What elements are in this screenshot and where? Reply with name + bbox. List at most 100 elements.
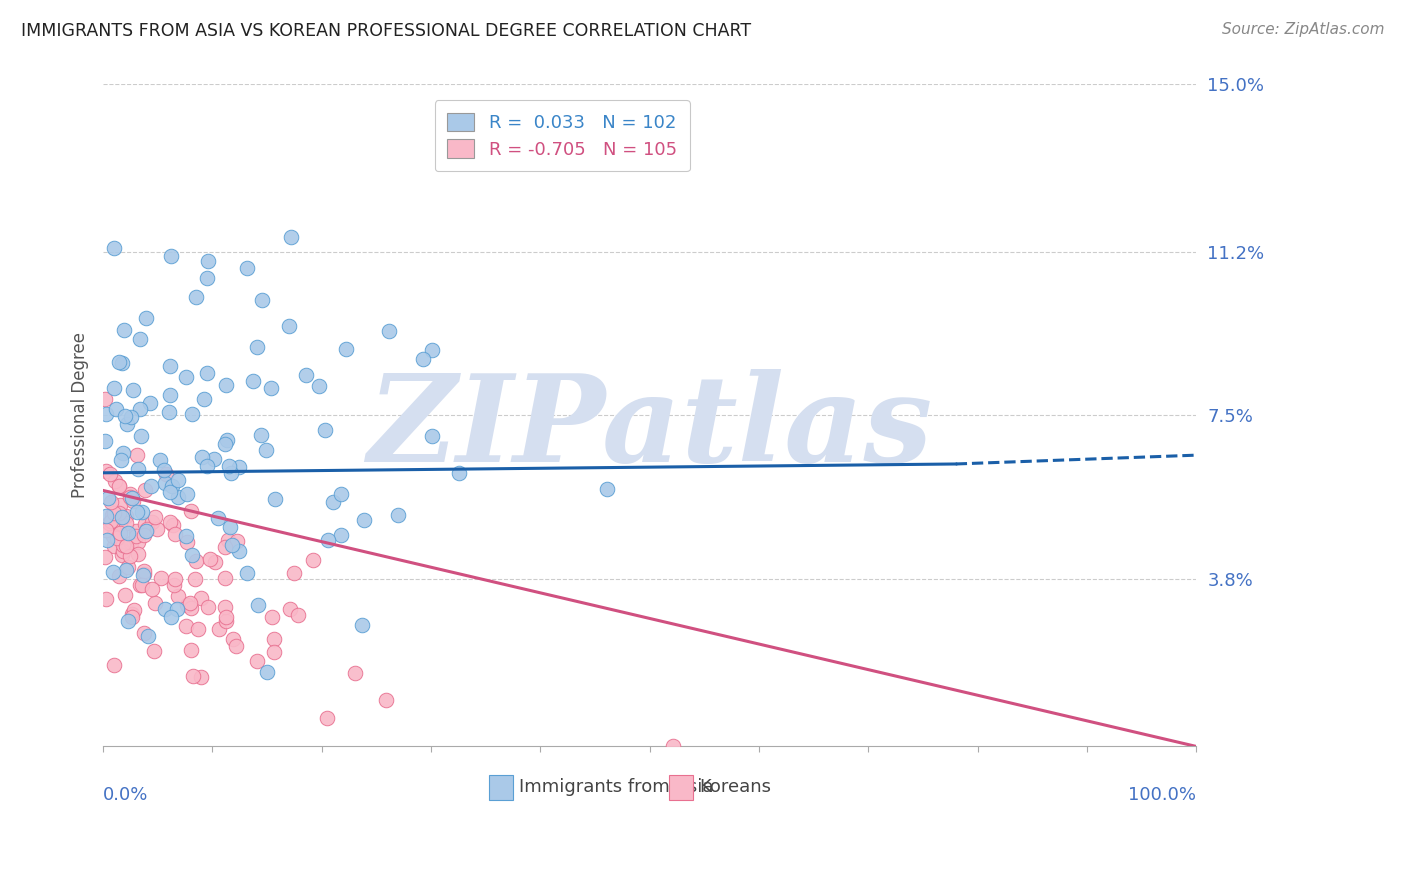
Point [122,494,145,508]
Point [112,543,135,558]
Point [94,392,117,406]
Point [108,479,131,493]
Point [103,539,125,553]
Point [108,506,131,520]
Text: Source: ZipAtlas.com: Source: ZipAtlas.com [1222,22,1385,37]
Point [353,513,375,527]
Point [117,417,139,431]
Point [125,529,148,543]
Point [214,540,236,554]
Point [191,450,214,465]
Point [96,523,118,537]
Point [180,504,202,518]
Point [162,518,184,533]
Point [100,508,122,522]
Point [159,485,181,500]
Point [316,533,339,548]
Point [135,523,157,537]
Point [114,509,136,524]
Point [160,249,183,263]
Point [120,409,142,424]
Point [387,508,409,522]
Point [114,564,136,578]
Point [202,451,225,466]
Point [103,241,125,255]
Point [129,332,152,346]
Point [184,290,207,304]
Point [136,629,159,643]
Point [180,601,202,615]
Point [420,429,443,443]
Point [132,568,155,582]
Point [186,553,208,567]
Point [215,610,238,624]
Point [308,378,330,392]
Point [197,253,219,268]
Point [242,375,264,389]
Point [250,428,273,442]
Point [278,602,301,616]
Point [101,565,124,579]
Point [277,318,299,333]
Point [153,601,176,615]
Point [661,739,683,754]
Point [117,559,139,574]
Text: IMMIGRANTS FROM ASIA VS KOREAN PROFESSIONAL DEGREE CORRELATION CHART: IMMIGRANTS FROM ASIA VS KOREAN PROFESSIO… [21,22,751,40]
Point [115,539,138,553]
Point [181,548,204,562]
Point [121,383,143,397]
Point [134,483,156,497]
Point [167,589,190,603]
Point [159,388,181,402]
Point [146,522,169,536]
Point [112,446,135,460]
Point [96,533,118,548]
Point [256,665,278,679]
Text: Koreans: Koreans [699,779,770,797]
Point [378,324,401,338]
Point [127,462,149,476]
Point [236,260,259,275]
Point [314,423,336,437]
Point [330,486,353,500]
Text: Immigrants from Asia: Immigrants from Asia [519,779,713,797]
Point [108,569,131,583]
Point [114,409,136,423]
Point [246,599,269,613]
Point [135,310,157,325]
Point [214,437,236,451]
Point [110,526,132,541]
Text: 0.0%: 0.0% [103,786,149,805]
Point [143,644,166,658]
Point [135,524,157,538]
Point [94,464,117,478]
Point [98,516,121,530]
Point [101,529,124,543]
Point [595,482,617,496]
Point [197,600,219,615]
Point [110,499,132,513]
Point [152,463,174,477]
Point [105,402,128,417]
Point [190,591,212,605]
Point [94,508,117,523]
Point [246,654,269,668]
Point [200,552,222,566]
Point [110,356,132,370]
Point [166,490,188,504]
Point [131,505,153,519]
Point [139,479,162,493]
Point [246,340,269,354]
Point [159,515,181,529]
Point [228,460,250,475]
Point [181,407,204,421]
Point [100,514,122,528]
FancyBboxPatch shape [669,775,693,800]
Point [127,448,149,462]
Point [218,520,240,534]
Point [122,603,145,617]
FancyBboxPatch shape [489,775,513,800]
Point [127,535,149,549]
Point [138,396,160,410]
Point [105,531,128,545]
